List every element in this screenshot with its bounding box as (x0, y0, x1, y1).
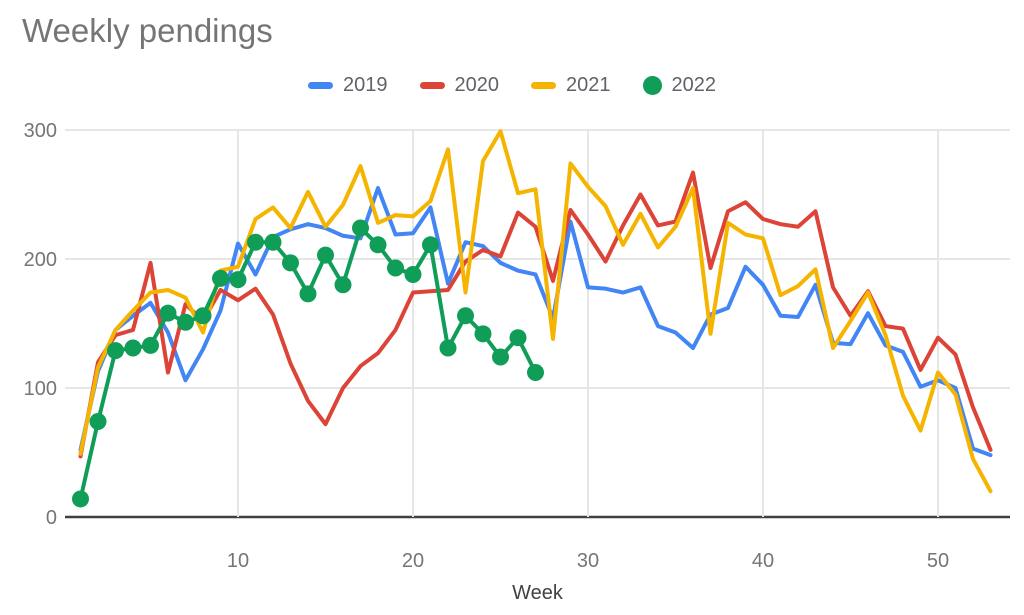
legend-swatch-2022-circle-icon (642, 76, 662, 95)
series-marker-2022-week-27 (527, 364, 544, 382)
chart-title: Weekly pendings (22, 12, 273, 49)
legend-label-2021: 2021 (566, 74, 611, 96)
series-line-2020 (78, 170, 993, 459)
series-marker-2022-week-10 (229, 271, 247, 289)
series-marker-2022-week-19 (387, 259, 404, 277)
y-tick-label-0: 0 (46, 507, 57, 529)
legend-item-2022: 2022 (642, 74, 717, 97)
legend-label-2019: 2019 (343, 74, 388, 96)
legend-item-2020: 2020 (419, 74, 500, 97)
legend-label-2022: 2022 (671, 74, 717, 96)
legend-swatch-2019-dash-icon (308, 82, 333, 89)
series-marker-2022-week-9 (212, 269, 229, 287)
y-tick-label-100: 100 (24, 378, 57, 400)
series-marker-2022-week-1 (72, 490, 89, 508)
legend-swatch-2021-dash-icon (531, 82, 556, 89)
y-tick-label-300: 300 (24, 120, 57, 142)
x-axis-title: Week (512, 582, 564, 604)
x-tick-label-30: 30 (577, 550, 599, 572)
x-tick-label-40: 40 (752, 550, 774, 572)
series-marker-2022-week-2 (89, 413, 107, 431)
x-tick-label-10: 10 (227, 550, 249, 572)
series-marker-2022-week-23 (457, 307, 474, 325)
series-line-2021 (78, 129, 993, 494)
series-marker-2022-week-16 (334, 276, 352, 294)
series-marker-2022-week-7 (177, 313, 194, 331)
x-tick-label-50: 50 (927, 550, 949, 572)
series-marker-2022-week-26 (509, 329, 527, 347)
x-tick-label-20: 20 (402, 550, 424, 572)
series-marker-2022-week-13 (282, 254, 299, 272)
legend-label-2020: 2020 (454, 74, 500, 96)
series-marker-2022-week-12 (264, 233, 282, 251)
series-marker-2022-week-11 (247, 233, 264, 251)
y-tick-label-200: 200 (24, 249, 57, 271)
series-marker-2022-week-3 (107, 342, 124, 360)
series-line-2019 (78, 186, 993, 458)
legend-item-2019: 2019 (308, 74, 388, 97)
series-marker-2022-week-21 (422, 236, 439, 254)
series-marker-2022-week-8 (194, 307, 212, 325)
series-marker-2022-week-24 (474, 325, 492, 343)
series-marker-2022-week-20 (404, 265, 422, 283)
series-marker-2022-week-15 (317, 246, 334, 264)
series-marker-2022-week-25 (492, 348, 509, 366)
legend-swatch-2020-dash-icon (419, 82, 445, 89)
series-marker-2022-week-18 (369, 236, 387, 254)
series-marker-2022-week-4 (124, 339, 142, 357)
legend-item-2021: 2021 (531, 74, 611, 97)
legend: 2019 2020 2021 2022 (0, 74, 1024, 97)
series-marker-2022-week-22 (439, 339, 457, 357)
series-marker-2022-week-14 (299, 285, 317, 303)
series-marker-2022-week-6 (159, 304, 177, 322)
series-marker-2022-week-17 (352, 219, 369, 237)
series-marker-2022-week-5 (142, 336, 159, 354)
